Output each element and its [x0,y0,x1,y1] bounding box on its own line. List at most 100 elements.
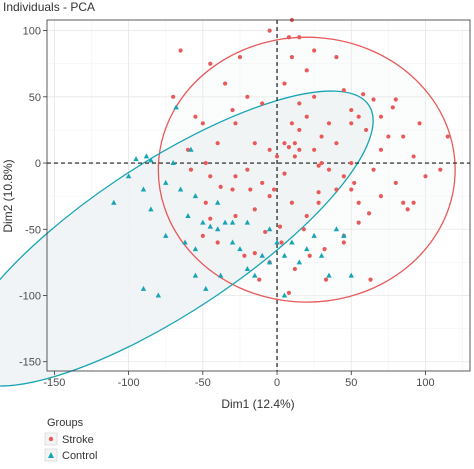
series-control [111,104,354,298]
point-control [182,239,188,245]
point-stroke [378,114,384,119]
point-stroke [297,127,302,133]
point-control [140,285,147,291]
point-stroke [292,154,297,159]
point-stroke [349,121,354,126]
point-control [333,226,340,232]
point-stroke [208,216,213,221]
point-stroke [208,61,213,66]
point-control [311,232,317,238]
point-stroke [292,141,297,146]
point-control [143,153,150,159]
point-stroke [178,48,183,53]
point-stroke [364,127,369,133]
point-stroke [393,180,398,186]
point-stroke [267,194,272,199]
point-stroke [401,134,406,139]
series-stroke [171,17,450,295]
point-control [133,156,139,162]
point-stroke [215,141,220,146]
point-stroke [349,107,354,113]
point-control [274,239,280,245]
point-stroke [200,233,205,238]
point-stroke [371,97,376,102]
point-stroke [260,101,265,106]
point-stroke [252,251,257,256]
point-stroke [341,174,346,179]
point-stroke [297,35,302,40]
ellipse-fill-shape [158,37,456,303]
ellipse-fill-shape [0,91,374,387]
reference-lines [47,20,470,371]
legend-item-control: Control [44,448,97,462]
point-control [244,219,251,225]
x-tick-label: -150 [43,377,65,389]
ellipse-fill-stroke [158,37,456,303]
point-stroke [242,253,247,258]
point-control [296,259,303,265]
point-stroke [378,194,384,199]
point-stroke [341,88,346,93]
point-control [203,285,209,291]
point-stroke [203,160,208,166]
legend-item-stroke: Stroke [44,432,94,446]
point-stroke [271,187,277,192]
point-control [326,272,332,278]
x-tick-label: -100 [118,377,140,389]
point-stroke [286,290,292,295]
point-stroke [405,207,410,212]
point-stroke [312,94,317,99]
point-stroke [319,134,324,139]
point-stroke [312,48,317,53]
point-stroke [289,121,294,126]
point-stroke [423,174,428,179]
ellipse-outline-stroke [146,26,468,313]
point-stroke [438,167,443,172]
x-tick-label: 0 [274,377,280,389]
point-control [244,266,251,272]
point-control [188,146,194,152]
point-control [229,219,236,225]
point-stroke [286,145,292,150]
point-stroke [386,134,391,139]
point-stroke [356,200,361,205]
x-axis-title: Dim1 (12.4%) [221,397,294,411]
legend-label-stroke: Stroke [62,434,94,446]
point-stroke [368,277,373,282]
point-stroke [282,81,287,86]
legend-marker-control-triangle [48,452,54,458]
point-control [266,259,273,265]
point-stroke [417,121,422,126]
point-stroke [361,92,366,97]
point-control [148,157,154,163]
point-stroke [286,35,292,40]
point-stroke [316,163,321,168]
legend-title: Groups [47,417,84,429]
point-stroke [215,240,220,245]
y-axis-ticks: -150 -100 -50 0 50 100 [19,26,47,369]
point-stroke [282,141,287,146]
point-control [252,272,258,278]
point-control [229,239,236,245]
point-control [222,219,228,225]
point-stroke [378,147,384,152]
point-control [341,232,347,238]
point-stroke [316,190,321,195]
point-control [140,186,147,192]
point-control [259,252,265,258]
point-stroke [203,200,208,205]
point-control [281,252,288,258]
y-tick-label: 0 [35,158,41,170]
legend-label-control: Control [62,450,97,462]
y-tick-label: 50 [29,92,41,104]
point-control [163,179,169,185]
x-tick-label: 50 [345,377,357,389]
point-control [289,239,295,245]
point-stroke [297,101,302,106]
point-stroke [411,154,416,159]
point-stroke [322,247,327,252]
point-stroke [316,200,321,205]
point-stroke [171,94,176,99]
point-stroke [248,187,253,192]
point-stroke [289,54,294,60]
